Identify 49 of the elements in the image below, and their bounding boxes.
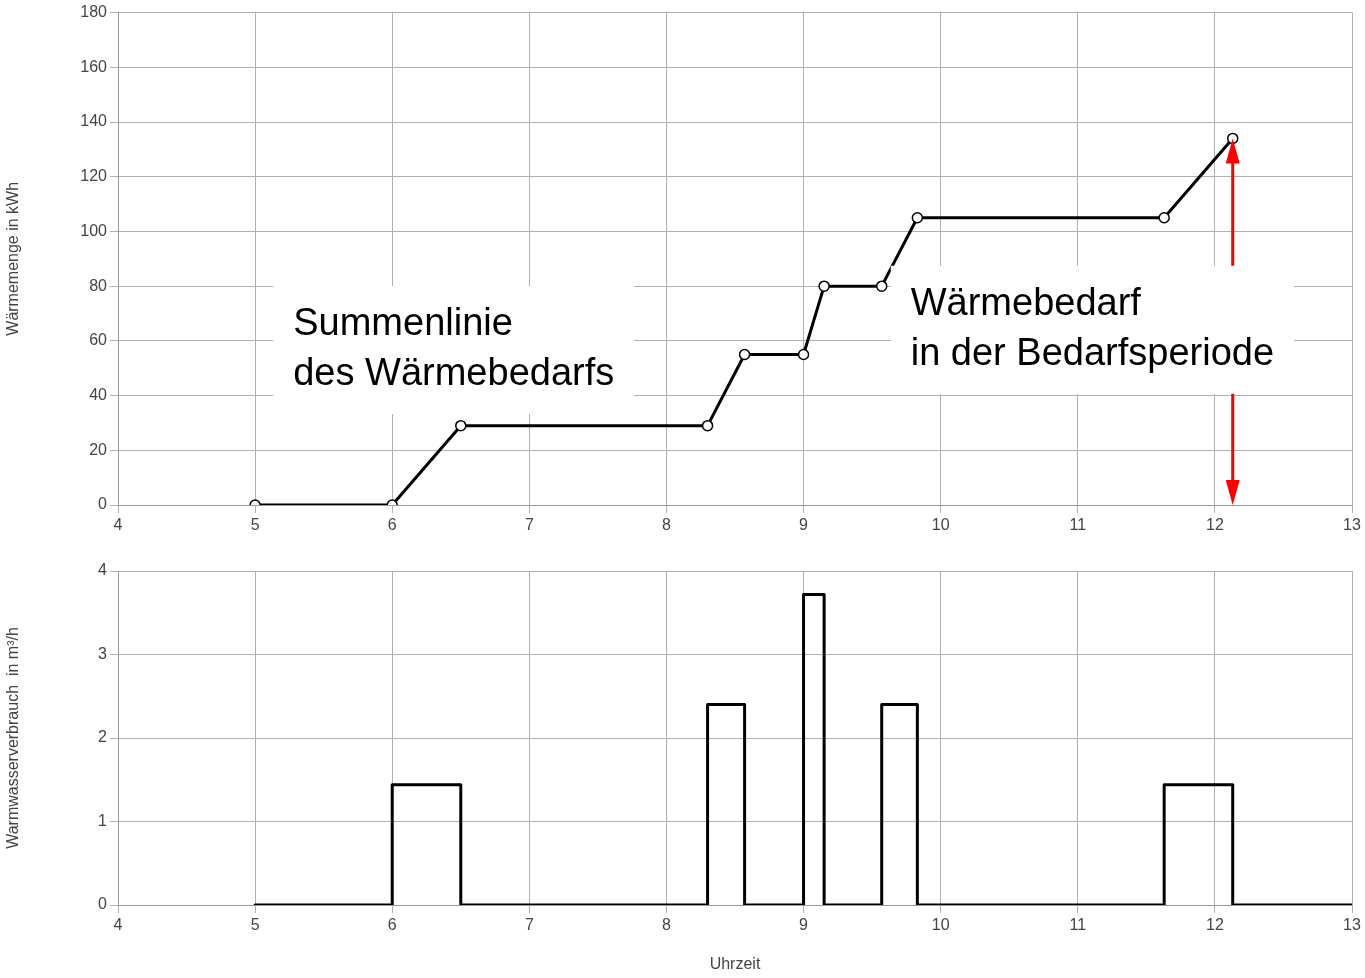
x-tick-label: 6	[387, 516, 397, 534]
x-tick-label: 8	[661, 916, 671, 934]
y-axis-title: Warmwasserverbrauch in m³/h	[4, 627, 22, 849]
y-tick-label: 160	[80, 57, 108, 75]
x-tick-label: 4	[113, 516, 123, 534]
y-tick-label: 40	[89, 385, 108, 403]
y-tick-label: 20	[89, 440, 108, 458]
x-tick-label: 13	[1343, 916, 1361, 934]
x-axis-title: Uhrzeit	[709, 954, 761, 972]
y-tick-label: 180	[80, 3, 108, 21]
x-tick-label: 10	[931, 516, 950, 534]
y-tick-label: 60	[89, 331, 108, 349]
annotation: Wärmebedarf in der Bedarfsperiode	[910, 281, 1275, 374]
x-tick-label: 12	[1205, 516, 1224, 534]
x-tick-label: 9	[799, 916, 809, 934]
point	[701, 419, 714, 432]
point	[1158, 212, 1170, 224]
y-tick-label: 2	[98, 728, 108, 746]
y-tick-label: 1	[98, 811, 108, 829]
y-tick-label: 4	[98, 561, 108, 579]
x-tick-label: 13	[1343, 516, 1361, 534]
point	[797, 348, 810, 361]
x-tick-label: 12	[1205, 916, 1224, 934]
annotation: Summenlinie des Wärmebedarfs	[293, 301, 615, 394]
x-tick-label: 5	[250, 916, 260, 934]
point	[875, 280, 888, 292]
x-tick-label: 10	[931, 916, 950, 934]
y-tick-label: 140	[80, 112, 108, 130]
point	[818, 280, 830, 292]
x-tick-label: 7	[524, 516, 534, 534]
x-tick-label: 7	[524, 916, 534, 934]
point	[1226, 132, 1239, 145]
x-tick-label: 8	[661, 516, 671, 534]
x-tick-label: 6	[387, 916, 397, 934]
x-tick-label: 5	[250, 516, 260, 534]
y-tick-label: 80	[89, 276, 108, 294]
y-tick-label: 0	[98, 895, 108, 913]
y-tick-label: 0	[98, 495, 108, 513]
point	[911, 212, 924, 224]
y-tick-label: 3	[98, 644, 108, 662]
point	[738, 348, 751, 361]
point	[455, 419, 467, 432]
y-tick-label: 120	[80, 167, 108, 185]
y-tick-label: 100	[80, 221, 108, 239]
x-tick-label: 9	[799, 516, 809, 534]
x-tick-label: 11	[1069, 516, 1087, 534]
x-tick-label: 11	[1069, 916, 1087, 934]
y-axis-title: Wärmemenge in kWh	[4, 181, 22, 336]
x-tick-label: 4	[113, 916, 123, 934]
